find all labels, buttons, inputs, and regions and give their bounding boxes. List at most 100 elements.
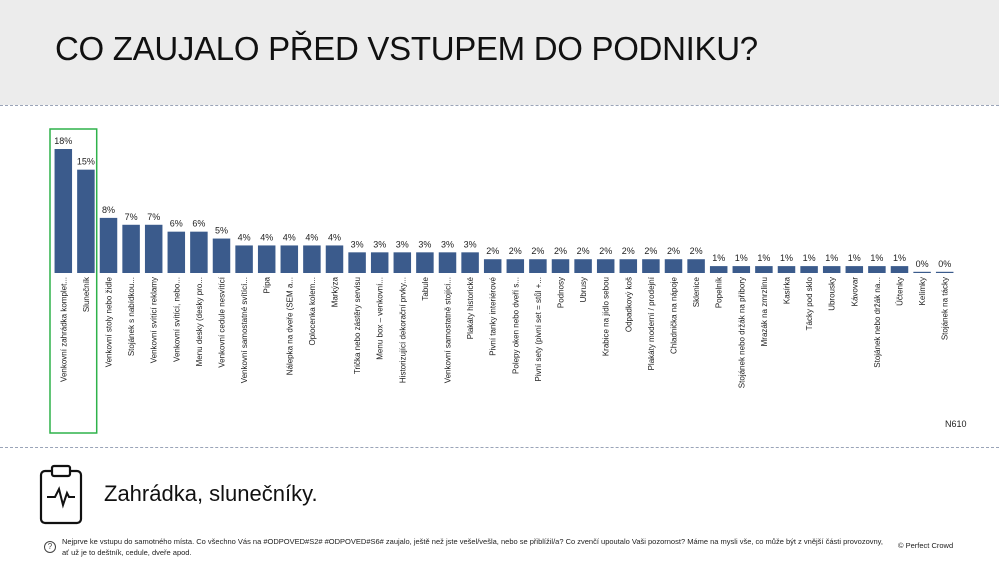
data-label: 7% (125, 212, 138, 222)
category-label: Venkovní svítící, nebo... (172, 277, 181, 362)
data-label: 1% (803, 253, 816, 263)
category-label: Stojánek nebo držák na... (873, 277, 882, 368)
category-label: Nálepka na dveře (SEM a... (285, 277, 294, 375)
bar (257, 245, 276, 273)
data-label: 7% (147, 212, 160, 222)
category-label: Menu desky (desky pro... (195, 277, 204, 366)
bar (99, 217, 118, 273)
category-label: Slunečník (82, 276, 91, 312)
takeaway-text: Zahrádka, slunečníky. (104, 481, 318, 506)
data-label: 0% (916, 259, 929, 269)
bar (438, 252, 457, 273)
data-label: 3% (373, 239, 386, 249)
page-title: CO ZAUJALO PŘED VSTUPEM DO PODNIKU? (55, 30, 758, 67)
category-label: Venkovní stoly nebo židle (105, 276, 114, 367)
bar (235, 245, 253, 273)
bar (868, 266, 886, 273)
category-label: Ubrusy (579, 277, 588, 302)
bar (461, 252, 479, 273)
bar (303, 245, 321, 273)
bar (732, 266, 751, 273)
bar (144, 224, 163, 273)
bar (483, 259, 502, 273)
category-label: Podnosy (557, 277, 566, 308)
category-label: Sklenice (692, 276, 701, 307)
sample-size-label: N610 (945, 419, 967, 429)
bar-chart: 18% Venkovní zahrádka komplet... 15% Sluneč… (49, 128, 954, 434)
category-label: Stojánek nebo držák na příbory (737, 277, 746, 388)
category-label: Kávovar (850, 277, 859, 307)
bar (619, 259, 638, 273)
bar (370, 252, 389, 273)
category-label: Odpadkový koš (624, 277, 633, 332)
bar (190, 231, 208, 273)
data-label: 4% (283, 232, 296, 242)
data-label: 1% (893, 253, 906, 263)
category-label: Polepy oken nebo dveří s... (511, 277, 520, 374)
data-label: 3% (351, 239, 364, 249)
bar (167, 231, 186, 273)
data-label: 18% (54, 136, 72, 146)
category-label: Kasírka (783, 276, 792, 304)
category-label: Plakáty moderní / prodejní (647, 276, 656, 370)
category-label: Venkovní cedule nesvítící (218, 276, 227, 368)
data-label: 1% (735, 253, 748, 263)
category-label: Markýza (331, 276, 340, 307)
bar (777, 266, 796, 273)
data-label: 15% (77, 157, 95, 167)
category-label: Pivní tanky interiérové (489, 276, 498, 355)
category-label: Chladnička na nápoje (670, 276, 679, 353)
data-label: 2% (599, 246, 612, 256)
bar (348, 252, 366, 273)
category-label: Popelník (715, 276, 724, 308)
data-label: 4% (328, 232, 341, 242)
category-label: Plakáty historické (466, 276, 475, 339)
bar (551, 259, 570, 273)
data-label: 1% (870, 253, 883, 263)
category-label: Venkovní samostatné svítící... (240, 277, 249, 383)
category-label: Pípa (263, 276, 272, 293)
category-label: Kelímky (918, 277, 927, 305)
category-label: Tabule (421, 276, 430, 300)
data-label: 1% (848, 253, 861, 263)
category-label: Venkovní svítící reklamy (150, 277, 159, 363)
bar (325, 245, 344, 273)
bar (212, 238, 231, 273)
brand-credit: © Perfect Crowd (898, 541, 954, 550)
bar (913, 271, 931, 273)
data-label: 1% (780, 253, 793, 263)
data-label: 2% (577, 246, 590, 256)
category-label: Mrazák na zmrzlinu (760, 277, 769, 346)
bar (664, 259, 683, 273)
bar (845, 266, 864, 273)
top-divider (0, 105, 999, 106)
data-label: 5% (215, 226, 228, 236)
data-label: 0% (938, 259, 951, 269)
bar (574, 259, 592, 273)
data-label: 1% (757, 253, 770, 263)
bottom-divider (0, 447, 999, 448)
data-label: 2% (644, 246, 657, 256)
data-label: 2% (690, 246, 703, 256)
bar (755, 266, 773, 273)
bar (77, 169, 95, 273)
data-label: 2% (622, 246, 635, 256)
bar (800, 266, 818, 273)
category-label: Pivní sety (pivní set = stůl +... (534, 277, 543, 382)
category-label: Krabice na jídlo sebou (602, 277, 611, 356)
bar (506, 259, 525, 273)
category-label: Ubrousky (828, 277, 837, 311)
question-circle-icon: ? (44, 541, 56, 553)
data-label: 4% (238, 232, 251, 242)
survey-question: Nejprve ke vstupu do samotného místa. Co… (62, 537, 883, 557)
data-label: 3% (418, 239, 431, 249)
bar (935, 271, 954, 273)
category-label: Tácky pod sklo (805, 276, 814, 330)
category-label: Účtenky (896, 277, 905, 306)
category-label: Venkovní samostatně stojící... (444, 277, 453, 383)
highlight-frame (49, 128, 98, 434)
data-label: 3% (441, 239, 454, 249)
category-label: Trička nebo zástěry servisu (353, 277, 362, 374)
header-band: CO ZAUJALO PŘED VSTUPEM DO PODNIKU? (0, 0, 999, 105)
data-label: 2% (486, 246, 499, 256)
